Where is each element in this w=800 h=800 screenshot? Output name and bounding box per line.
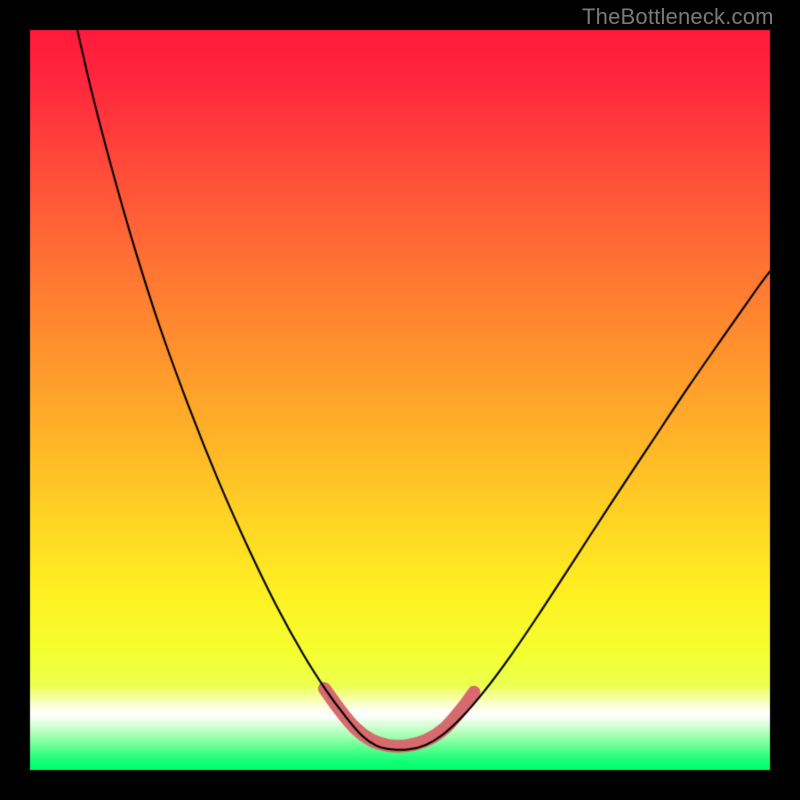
bottleneck-curve (0, 0, 800, 800)
chart-stage: TheBottleneck.com (0, 0, 800, 800)
watermark-text: TheBottleneck.com (582, 4, 774, 30)
